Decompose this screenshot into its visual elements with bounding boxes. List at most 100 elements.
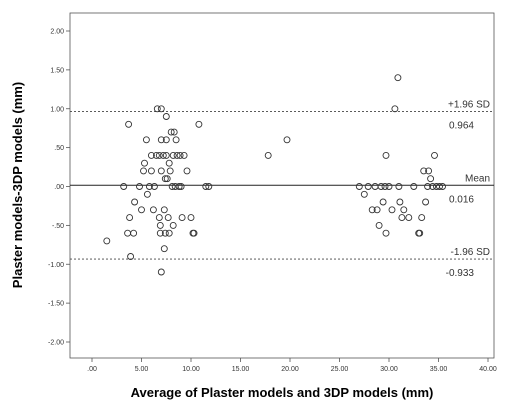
data-point: [391, 105, 399, 113]
data-point: [178, 214, 186, 222]
data-point: [159, 151, 167, 159]
data-point: [170, 128, 178, 136]
x-axis: .00 5.00 10.00 15.00 20.00 25.00 30.00 35.00 40.…: [87, 358, 497, 373]
data-point: [138, 206, 145, 214]
data-point: [166, 167, 174, 175]
x-axis-title: Average of Plaster models and 3DP models…: [131, 385, 434, 400]
y-tick-label: -1.00: [48, 262, 64, 269]
y-tick-label: -1.50: [48, 301, 64, 308]
data-point: [283, 136, 291, 144]
data-point: [165, 229, 173, 237]
data-point: [176, 151, 184, 159]
data-point: [398, 214, 406, 222]
data-point: [424, 183, 432, 190]
data-point: [156, 221, 164, 229]
data-point: [400, 206, 408, 214]
reference-lines: +1.96 SD 0.964 Mean 0.016 -1.96 SD -0.933: [70, 100, 494, 279]
data-point: [183, 167, 191, 175]
reference-line-value: -0.933: [446, 268, 475, 279]
data-point: [157, 268, 165, 276]
data-point: [126, 214, 134, 222]
data-point: [164, 214, 172, 222]
y-axis-title: Plaster models-3DP models (mm): [10, 82, 25, 288]
data-point: [160, 245, 168, 253]
data-point: [162, 151, 170, 159]
data-point: [429, 183, 437, 190]
reference-line-name: Mean: [465, 173, 490, 184]
data-point: [168, 183, 176, 190]
reference-line-value: 0.964: [449, 121, 474, 132]
data-point: [360, 190, 368, 198]
x-tick-label: 10.00: [182, 366, 200, 373]
data-point: [177, 183, 185, 190]
data-point: [436, 183, 443, 190]
data-point: [355, 183, 363, 190]
data-point: [173, 151, 181, 159]
data-point: [156, 229, 164, 237]
data-point: [418, 214, 426, 222]
x-tick-label: 5.00: [135, 366, 149, 373]
data-point: [147, 167, 155, 175]
data-point: [169, 221, 177, 229]
data-point: [180, 151, 188, 159]
data-point: [195, 120, 203, 128]
data-point: [161, 175, 169, 183]
data-point: [410, 183, 418, 190]
data-point: [152, 151, 160, 159]
data-point: [120, 183, 128, 190]
data-point: [364, 183, 372, 190]
data-point: [131, 198, 139, 206]
data-point: [161, 229, 169, 237]
y-tick-label: .50: [54, 145, 64, 152]
data-point: [379, 198, 387, 206]
data-point: [368, 206, 376, 214]
data-point: [157, 136, 165, 144]
data-point: [422, 198, 430, 206]
data-points: [103, 74, 446, 276]
data-point: [157, 105, 165, 113]
x-tick-label: 40.00: [479, 366, 497, 373]
reference-line-value: 0.016: [449, 194, 474, 205]
data-point: [381, 183, 389, 190]
data-point: [130, 229, 138, 237]
data-point: [405, 214, 413, 222]
data-point: [382, 151, 390, 159]
data-point: [125, 120, 133, 128]
data-point: [136, 183, 143, 190]
data-point: [169, 151, 177, 159]
data-point: [202, 183, 210, 190]
data-point: [431, 151, 438, 159]
data-point: [385, 183, 393, 190]
x-tick-label: 30.00: [380, 366, 398, 373]
data-point: [145, 183, 153, 190]
x-tick-label: .00: [87, 366, 97, 373]
data-point: [439, 183, 446, 190]
x-tick-label: 35.00: [430, 366, 448, 373]
data-point: [142, 136, 150, 144]
data-point: [147, 151, 155, 159]
x-tick-label: 20.00: [281, 366, 299, 373]
data-point: [141, 159, 148, 167]
data-point: [425, 167, 433, 175]
data-point: [165, 159, 173, 167]
x-tick-label: 25.00: [331, 366, 349, 373]
y-tick-label: 1.50: [50, 67, 64, 74]
y-tick-label: 1.00: [50, 106, 64, 113]
data-point: [388, 206, 396, 214]
data-point: [190, 229, 198, 237]
data-point: [157, 167, 165, 175]
reference-line-name: -1.96 SD: [451, 247, 490, 258]
data-point: [172, 136, 180, 144]
data-point: [416, 229, 424, 237]
data-point: [143, 190, 151, 198]
data-point: [150, 183, 158, 190]
y-axis: 2.00 1.50 1.00 .50 .00 -.50 -1.00 -1.50 -2.00: [48, 29, 70, 347]
reference-line-name: +1.96 SD: [448, 100, 490, 111]
data-point: [394, 74, 402, 82]
data-point: [155, 214, 163, 222]
data-point: [175, 183, 183, 190]
data-point: [162, 113, 170, 120]
data-point: [396, 198, 404, 206]
data-point: [395, 183, 403, 190]
data-point: [187, 214, 195, 222]
